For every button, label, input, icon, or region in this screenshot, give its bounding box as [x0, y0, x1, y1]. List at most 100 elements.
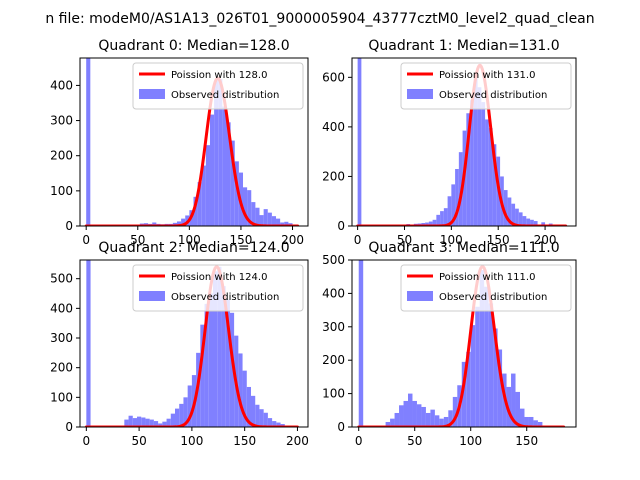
panel-title: Quadrant 1: Median=131.0: [368, 38, 559, 54]
plot-area: [84, 58, 300, 226]
y-tick-label: 500: [322, 253, 345, 267]
histogram-bar: [213, 271, 218, 427]
y-tick-label: 200: [322, 353, 345, 367]
x-tick-label: 0: [82, 233, 90, 247]
histogram-bar: [390, 418, 395, 427]
x-tick-label: 100: [180, 434, 203, 448]
histogram-bar: [158, 423, 163, 427]
histogram-bar: [179, 403, 184, 427]
histogram-bar: [412, 400, 417, 427]
histogram-bar: [255, 404, 260, 427]
x-tick-label: 150: [487, 233, 510, 247]
histogram-bar: [447, 196, 452, 226]
histogram-bar: [503, 190, 508, 226]
x-tick-label: 100: [178, 233, 201, 247]
x-tick-label: 0: [354, 233, 362, 247]
y-tick-label: 300: [50, 331, 73, 345]
plot-area: [84, 260, 299, 427]
histogram-bar: [488, 128, 493, 226]
histogram-bar: [403, 400, 408, 427]
histogram-bar: [526, 218, 531, 226]
histogram-bar: [276, 218, 281, 226]
histogram-bar: [425, 412, 431, 427]
histogram-bar: [259, 215, 264, 226]
histogram-bar: [226, 122, 231, 226]
histogram-bar: [470, 325, 476, 427]
histogram-bar: [358, 260, 364, 427]
histogram-bar: [455, 169, 459, 226]
panels: 0 50 100 150 200 0 100 200 300 400 Quadrant 0: Med…: [50, 38, 577, 448]
figure-suptitle: n file: modeM0/AS1A13_026T01_9000005904_…: [45, 11, 594, 27]
legend-label-fit: Poission with 124.0: [171, 272, 267, 283]
y-tick-label: 0: [337, 420, 345, 434]
histogram-bar: [175, 408, 180, 427]
histogram-bar: [511, 203, 516, 226]
y-tick-label: 300: [50, 114, 73, 128]
legend-label-observed: Observed distribution: [171, 90, 279, 101]
histogram-bar: [259, 409, 264, 427]
x-tick-label: 50: [131, 434, 146, 448]
histogram-bar: [443, 208, 448, 226]
histogram-bar: [421, 406, 426, 427]
legend-bar-swatch: [139, 291, 165, 301]
axes-frame: [79, 57, 309, 227]
histogram-bar: [221, 286, 226, 427]
legend-label-observed: Observed distribution: [439, 292, 547, 303]
histogram-bar: [507, 197, 512, 226]
histogram-bar: [204, 303, 209, 427]
histogram-bar: [533, 221, 538, 226]
histogram-bar: [246, 386, 251, 427]
histogram-bar: [153, 421, 159, 427]
histogram-bar: [466, 113, 471, 226]
histogram-bar: [448, 410, 453, 427]
histogram-bar: [124, 419, 129, 427]
plot-area: [356, 58, 568, 226]
histogram-bar: [492, 144, 497, 226]
histogram-bar: [272, 421, 277, 427]
histogram-bar: [436, 214, 441, 226]
axes-frame: [351, 57, 577, 227]
histogram-bar: [485, 119, 489, 226]
y-tick-label: 400: [322, 120, 345, 134]
x-tick-label: 200: [281, 233, 304, 247]
histogram-bar: [217, 266, 222, 427]
histogram-bar: [541, 222, 546, 226]
histogram-bar: [488, 303, 494, 427]
histogram-bar: [214, 80, 219, 226]
histogram-bar: [399, 405, 404, 427]
legend-box: [132, 264, 304, 312]
histogram-bar: [276, 422, 281, 427]
histogram-bar: [385, 421, 391, 427]
x-tick-label: 50: [130, 233, 145, 247]
y-tick-label: 400: [50, 301, 73, 315]
histogram-bar: [247, 190, 252, 226]
histogram-bar: [473, 77, 478, 226]
histogram-bar: [86, 260, 91, 427]
y-tick-label: 200: [50, 149, 73, 163]
histogram-bar: [267, 418, 273, 427]
histogram-bar: [242, 370, 247, 427]
histogram-bar: [222, 106, 227, 226]
histogram-bar: [475, 306, 480, 427]
x-tick-label: 100: [459, 434, 482, 448]
histogram-bar: [484, 286, 489, 427]
histogram-bar: [201, 165, 206, 226]
histogram-bar: [284, 221, 289, 226]
legend-box: [132, 62, 304, 110]
histogram-bar: [251, 202, 256, 226]
histogram-bar: [225, 299, 230, 427]
x-tick-label: 200: [286, 434, 309, 448]
histogram-bar: [267, 212, 272, 226]
histogram-bar: [430, 409, 435, 427]
y-tick-label: 400: [50, 78, 73, 92]
histogram-bar: [176, 221, 182, 226]
y-tick-label: 100: [50, 390, 73, 404]
histogram-bar: [434, 415, 440, 427]
panel-2: 0 50 100 150 200 0 100 200 300 400 500 Quadrant 2: …: [50, 240, 309, 448]
panel-0: 0 50 100 150 200 0 100 200 300 400 Quadrant 0: Med…: [50, 38, 309, 247]
histogram-bar: [162, 421, 167, 427]
x-tick-label: 150: [233, 434, 256, 448]
histogram-bar: [187, 385, 192, 427]
histogram-bar: [497, 349, 503, 427]
